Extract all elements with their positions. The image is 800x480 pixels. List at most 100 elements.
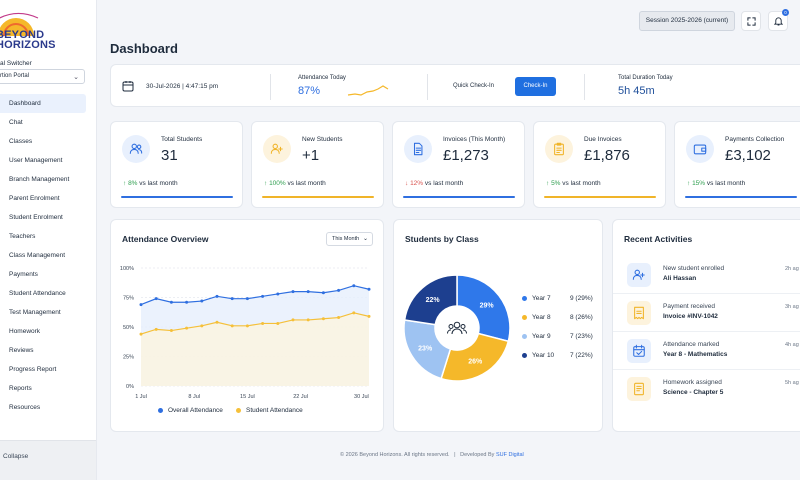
sidebar-item-teachers[interactable]: Teachers [9,233,36,240]
data-point[interactable] [276,321,280,325]
sidebar-item-chat[interactable]: Chat [9,119,23,126]
stat-card-total-students[interactable]: Total Students 31 ↑ 8% vs last month [110,121,243,208]
sidebar-item-branch-management[interactable]: Branch Management [9,176,70,183]
stat-delta-text: vs last month [424,180,464,187]
sidebar-item-reports[interactable]: Reports [9,385,32,392]
sidebar-item-parent-enrolment[interactable]: Parent Enrolment [9,195,60,202]
sidebar-item-dashboard[interactable]: Dashboard [0,94,86,113]
sidebar-item-homework[interactable]: Homework [9,328,41,335]
data-point[interactable] [215,294,219,298]
donut-legend-year-8: Year 8 8 (26%) [522,314,593,321]
sidebar-item-reviews[interactable]: Reviews [9,347,34,354]
sidebar-item-progress-report[interactable]: Progress Report [9,366,57,373]
legend-value: 9 (29%) [570,295,593,302]
sidebar-item-resources[interactable]: Resources [9,404,41,411]
footer-brand-link[interactable]: SUF Digital [495,452,524,458]
sidebar-item-student-enrolment[interactable]: Student Enrolment [9,214,63,221]
slice-label: 23% [418,345,433,352]
data-point[interactable] [321,291,325,295]
data-point[interactable] [352,311,356,315]
donut-slice-year-7[interactable] [456,274,511,343]
legend-value: 7 (22%) [570,352,593,359]
data-point[interactable] [185,326,189,330]
data-point[interactable] [230,324,234,328]
data-point[interactable] [261,321,265,325]
legend-category: Year 10 [532,352,555,359]
attendance-overview-title: Attendance Overview [122,234,209,244]
legend-dot-overall [158,408,163,413]
sidebar-item-class-management[interactable]: Class Management [9,252,65,259]
data-point[interactable] [291,290,295,294]
period-select[interactable]: This Month ⌄ [326,232,373,246]
stat-icon-wrap [122,135,150,163]
data-point[interactable] [200,324,204,328]
data-point[interactable] [139,332,143,336]
stat-value: £1,273 [443,147,489,164]
donut-slice-year-10[interactable] [403,274,458,326]
data-point[interactable] [291,318,295,322]
notifications-button[interactable]: 0 [768,9,789,31]
stat-delta-text: vs last month [287,180,326,187]
session-selector[interactable]: Session 2025-2026 (current) [639,11,735,31]
wallet-icon [693,144,707,155]
data-point[interactable] [276,292,280,296]
collapse-button[interactable]: Collapse [0,440,96,480]
activity-time: 2h ag [785,266,799,272]
fullscreen-button[interactable] [741,11,761,31]
stat-card-due-invoices[interactable]: Due Invoices £1,876 ↑ 5% vs last month [533,121,666,208]
data-point[interactable] [321,317,325,321]
checkin-button[interactable]: Check-In [515,77,556,96]
data-point[interactable] [230,297,234,301]
data-point[interactable] [200,299,204,303]
data-point[interactable] [139,303,143,307]
data-point[interactable] [367,287,371,291]
sidebar-item-test-management[interactable]: Test Management [9,309,61,316]
sidebar-item-payments[interactable]: Payments [9,271,38,278]
data-point[interactable] [245,297,249,301]
stat-delta-value: 8% [128,180,138,187]
data-point[interactable] [306,290,310,294]
activity-item[interactable]: Attendance marked Year 8 - Mathematics 4h … [613,333,800,373]
sidebar-item-user-management[interactable]: User Management [9,157,63,164]
recent-activities-title: Recent Activities [624,234,693,244]
sidebar-item-student-attendance[interactable]: Student Attendance [9,290,66,297]
activity-item[interactable]: New student enrolled Ali Hassan 2h ag [613,257,800,297]
activity-title: New student enrolled [663,265,725,272]
donut-slice-year-8[interactable] [440,332,510,382]
donut-legend-year-9: Year 9 7 (23%) [522,333,593,340]
legend-dot [522,315,527,320]
stat-card-new-students[interactable]: New Students +1 ↑ 100% vs last month [251,121,384,208]
donut-slice-year-9[interactable] [403,319,452,380]
data-point[interactable] [337,316,341,320]
homework-icon [634,382,644,396]
calendar-check-icon [633,344,645,357]
activity-divider [613,331,800,332]
stat-card-invoices-this-month[interactable]: Invoices (This Month) £1,273 ↓ 12% vs last… [392,121,525,208]
x-tick-label: 15 Jul [240,394,255,400]
data-point[interactable] [337,288,341,292]
activity-title: Attendance marked [663,341,720,348]
stat-label: Total Students [161,136,203,143]
stat-value: £1,876 [584,147,630,164]
sidebar-item-classes[interactable]: Classes [9,138,33,145]
data-point[interactable] [261,294,265,298]
data-point[interactable] [215,320,219,324]
stat-label: Payments Collection [725,136,785,143]
stat-delta-value: 15% [692,180,706,187]
data-point[interactable] [245,324,249,328]
y-tick-label: 100% [120,266,134,272]
data-point[interactable] [169,329,173,333]
stat-delta-text: vs last month [706,180,746,187]
data-point[interactable] [352,284,356,288]
data-point[interactable] [154,297,158,301]
activity-item[interactable]: Homework assigned Science - Chapter 5 5h a… [613,371,800,411]
activity-item[interactable]: Payment received Invoice #INV-1042 3h ag [613,295,800,335]
portal-switcher-select[interactable]: rtion Portal ⌄ [0,69,85,84]
data-point[interactable] [367,314,371,318]
data-point[interactable] [185,300,189,304]
stat-label: Invoices (This Month) [443,136,506,143]
data-point[interactable] [306,318,310,322]
data-point[interactable] [154,327,158,331]
data-point[interactable] [169,300,173,304]
stat-card-payments-collection[interactable]: Payments Collection £3,102 ↑ 15% vs last m… [674,121,800,208]
